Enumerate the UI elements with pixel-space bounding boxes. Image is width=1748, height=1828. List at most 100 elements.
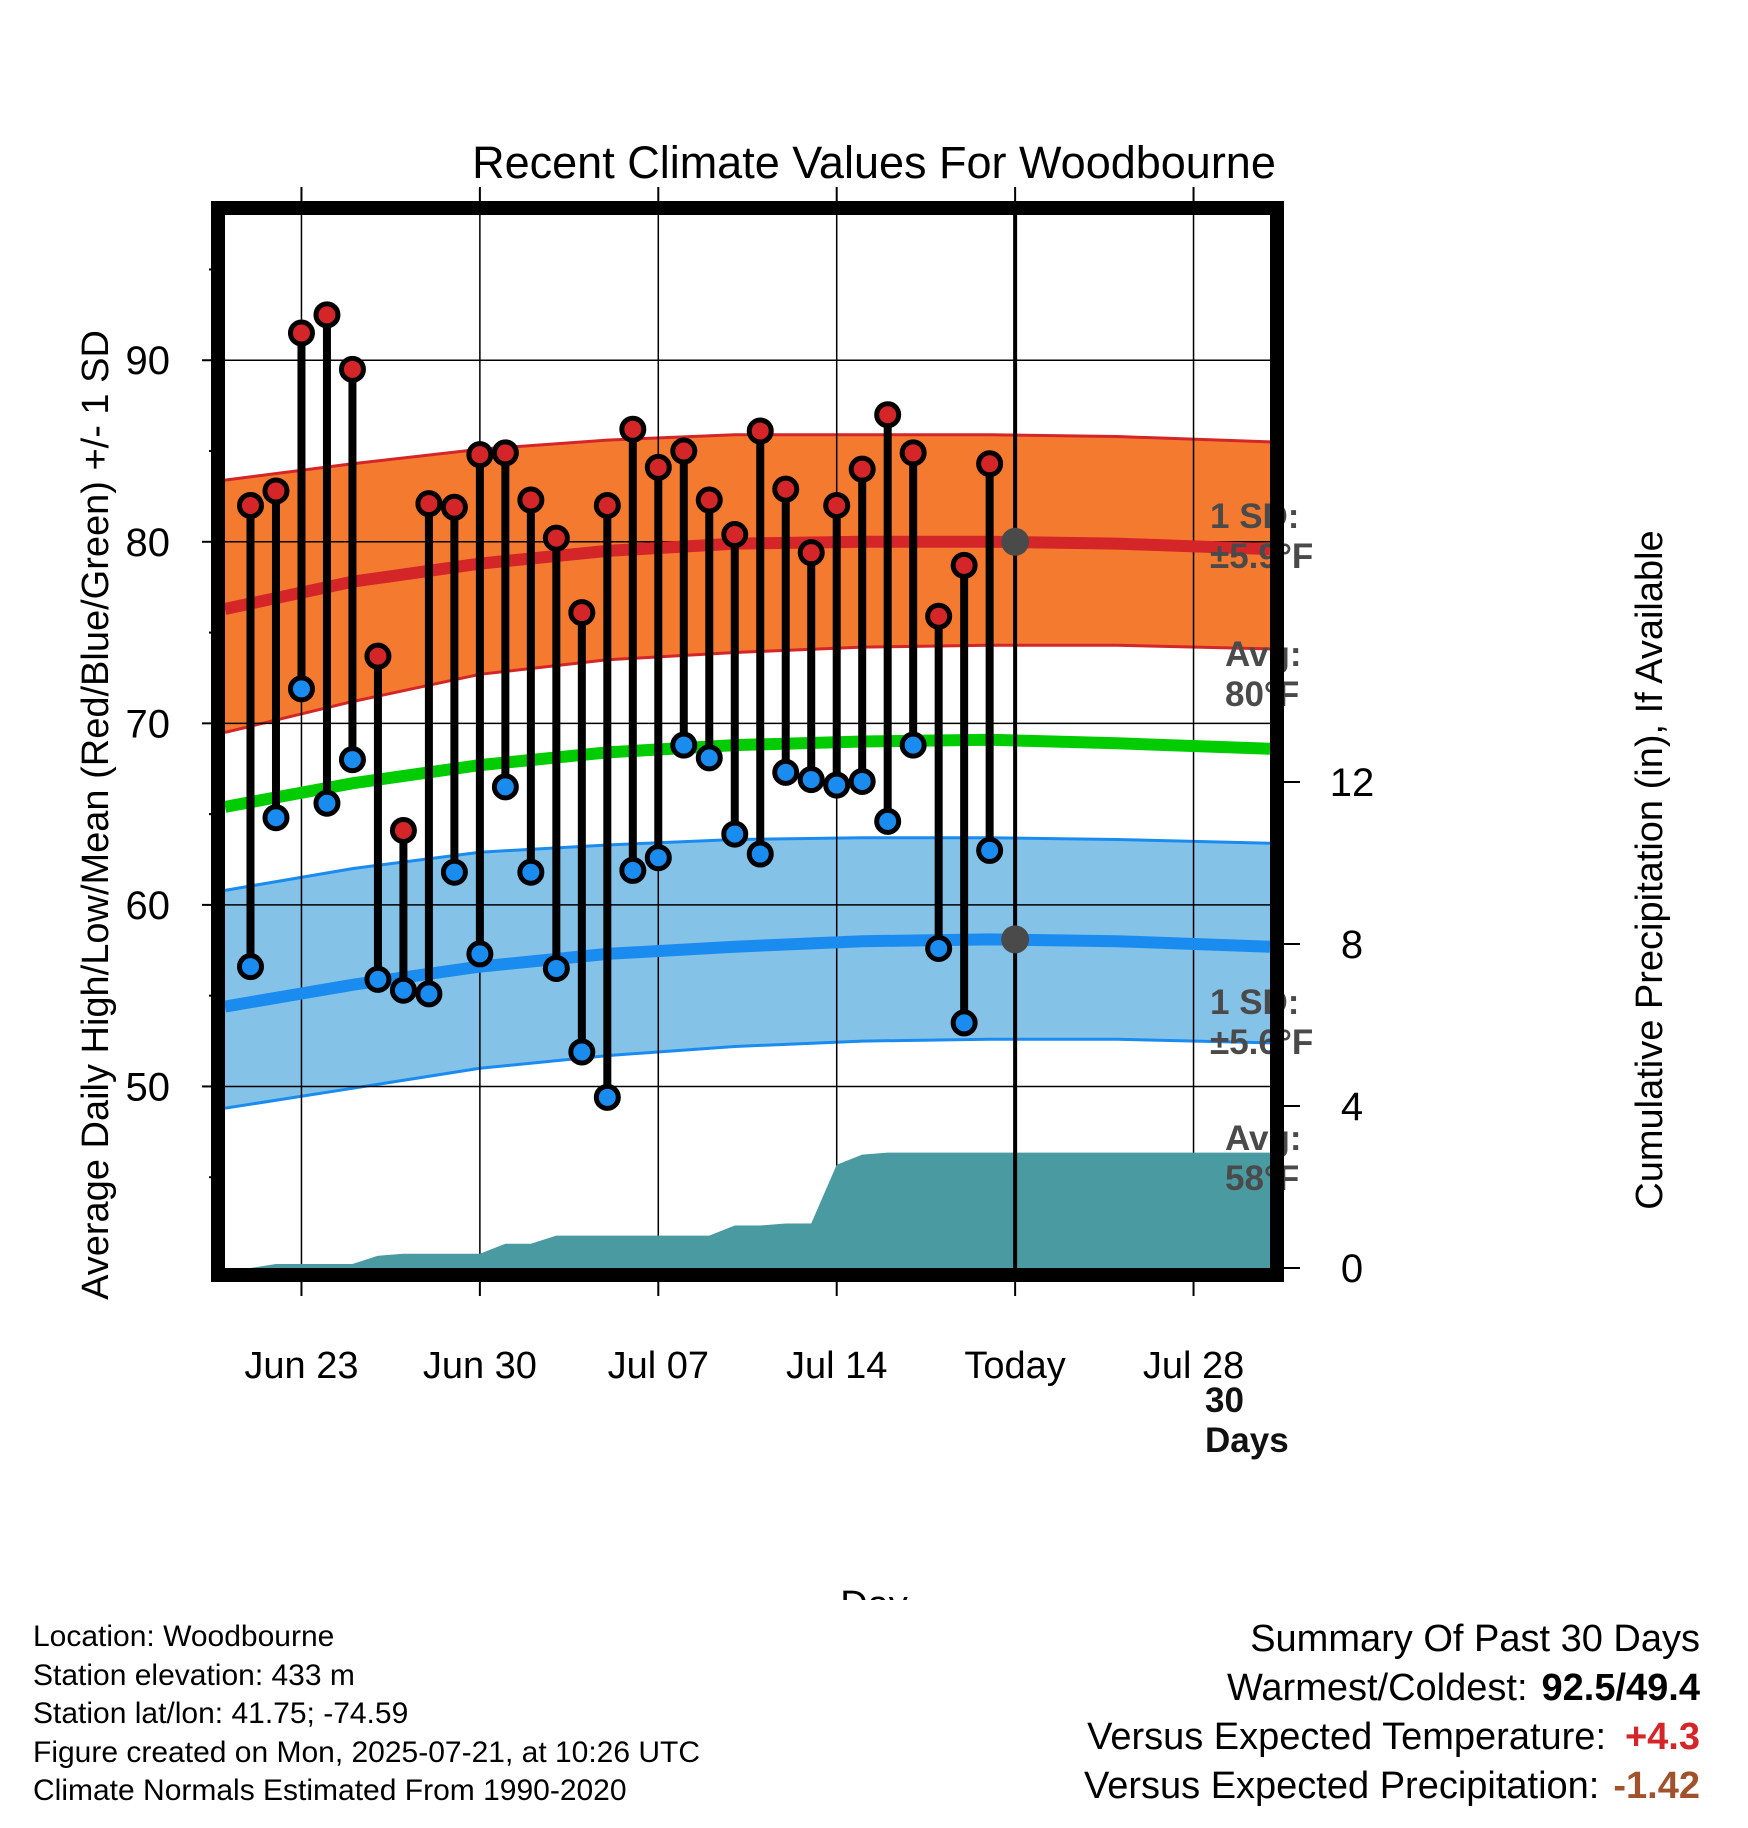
high-avg-annotation: 80°F (1225, 675, 1299, 714)
precipitation-area (250, 1152, 1271, 1268)
high-sd-annotation: ±5.9°F (1210, 537, 1313, 576)
low-band-lower-edge (224, 1037, 1271, 1110)
y2-axis-label: Cumulative Precipitation (in), If Availa… (1629, 530, 1671, 1209)
temp-label: Versus Expected Temperature: (1087, 1716, 1606, 1758)
daily-low-dot (236, 953, 264, 981)
daily-low-dot (466, 940, 494, 968)
y2-tick-label: 0 (1341, 1247, 1363, 1291)
latlon-text: Station lat/lon: 41.75; -74.59 (33, 1697, 409, 1730)
daily-low-dot (389, 976, 417, 1004)
precip-value: -1.42 (1613, 1765, 1700, 1807)
today-low-avg-dot (1001, 925, 1030, 954)
y2-tick-label: 8 (1341, 923, 1363, 967)
daily-high-dot (721, 521, 749, 549)
daily-high-dot (338, 355, 366, 383)
cumulative-precip-area (250, 1152, 1271, 1268)
low-sd-annotation: ±5.6°F (1210, 1023, 1313, 1062)
daily-high-dot (542, 524, 570, 552)
daily-high-dot (976, 450, 1004, 478)
low-sd-annotation: 1 SD: (1210, 983, 1299, 1022)
axes: 50 60 70 80 90 0 4 8 12 Jun 23 Jun 30 Jul 07 Jul 14 T… (126, 187, 1375, 1387)
period-annotation: 30 (1205, 1381, 1244, 1420)
high-sd-annotation: 1 SD: (1210, 497, 1299, 536)
summary-temp-row: Versus Expected Temperature: +4.3 (1084, 1713, 1700, 1762)
extremes-value: 92.5/49.4 (1541, 1667, 1700, 1709)
daily-high-dot (236, 491, 264, 519)
low-avg-line (223, 933, 1271, 1013)
daily-low-dot (925, 934, 953, 962)
normals-text: Climate Normals Estimated From 1990-2020 (33, 1774, 627, 1807)
daily-high-dot (746, 417, 774, 445)
high-avg-annotation: Avg: (1225, 635, 1301, 674)
daily-high-dot (440, 493, 468, 521)
x-tick-label: Jul 28 (1143, 1345, 1244, 1387)
y-tick-label: 90 (126, 339, 171, 383)
daily-low-dot (364, 965, 392, 993)
temp-value: +4.3 (1624, 1716, 1700, 1758)
daily-low-dot (823, 771, 851, 799)
daily-high-dot (925, 602, 953, 630)
daily-high-dot (313, 301, 341, 329)
precip-label: Versus Expected Precipitation: (1083, 1765, 1600, 1807)
daily-high-dot (415, 490, 443, 518)
daily-high-dot (287, 319, 315, 347)
daily-low-dot (542, 954, 570, 982)
daily-high-dot (568, 599, 596, 627)
x-tick-label: Jun 23 (244, 1345, 358, 1387)
y-tick-label: 60 (126, 884, 171, 928)
summary-panel: Summary Of Past 30 Days Warmest/Coldest:… (1084, 1615, 1700, 1811)
daily-high-dot (262, 477, 290, 505)
daily-high-dot (364, 642, 392, 670)
location-text: Location: Woodbourne (33, 1620, 335, 1653)
daily-high-dot (517, 486, 545, 514)
daily-low-dot (593, 1083, 621, 1111)
daily-high-dot (491, 439, 519, 467)
daily-low-dot (670, 731, 698, 759)
daily-high-dot (874, 401, 902, 429)
x-tick-label: Jul 07 (608, 1345, 709, 1387)
daily-high-dot (670, 437, 698, 465)
daily-high-dot (797, 539, 825, 567)
daily-low-dot (262, 804, 290, 832)
daily-low-dot (772, 758, 800, 786)
daily-high-dot (823, 491, 851, 519)
daily-low-dot (976, 836, 1004, 864)
today-high-avg-dot (1001, 527, 1030, 556)
daily-high-dot (899, 439, 927, 467)
y2-tick-label: 4 (1341, 1085, 1363, 1129)
daily-high-dot (389, 816, 417, 844)
high-band-upper-edge (224, 433, 1271, 482)
daily-observations (236, 301, 1004, 1111)
daily-low-dot (950, 1009, 978, 1037)
daily-low-dot (491, 773, 519, 801)
daily-high-dot (695, 486, 723, 514)
daily-low-dot (644, 844, 672, 872)
daily-high-dot (466, 441, 494, 469)
x-tick-label: Today (964, 1345, 1065, 1387)
summary-extremes-row: Warmest/Coldest: 92.5/49.4 (1084, 1664, 1700, 1713)
climate-chart: Recent Climate Values For Woodbourne 1 S… (75, 137, 1671, 1600)
plot-frame (211, 201, 1284, 1282)
x-tick-label: Jul 14 (786, 1345, 887, 1387)
elevation-text: Station elevation: 433 m (33, 1658, 355, 1692)
summary-precip-row: Versus Expected Precipitation: -1.42 (1084, 1762, 1700, 1811)
plot-border (211, 201, 1284, 1282)
chart-title: Recent Climate Values For Woodbourne (472, 137, 1276, 188)
today-marker (1001, 215, 1030, 1268)
y2-tick-label: 12 (1330, 761, 1375, 805)
daily-high-dot (950, 551, 978, 579)
summary-title: Summary Of Past 30 Days (1250, 1618, 1700, 1660)
daily-low-dot (568, 1038, 596, 1066)
daily-low-dot (287, 675, 315, 703)
daily-low-dot (619, 856, 647, 884)
y-tick-label: 80 (126, 521, 171, 565)
daily-high-dot (593, 491, 621, 519)
daily-low-dot (517, 858, 545, 886)
daily-low-dot (899, 731, 927, 759)
daily-high-dot (619, 415, 647, 443)
daily-low-dot (874, 807, 902, 835)
extremes-label: Warmest/Coldest: (1226, 1667, 1528, 1709)
y-tick-label: 50 (126, 1065, 171, 1109)
daily-high-dot (772, 475, 800, 503)
